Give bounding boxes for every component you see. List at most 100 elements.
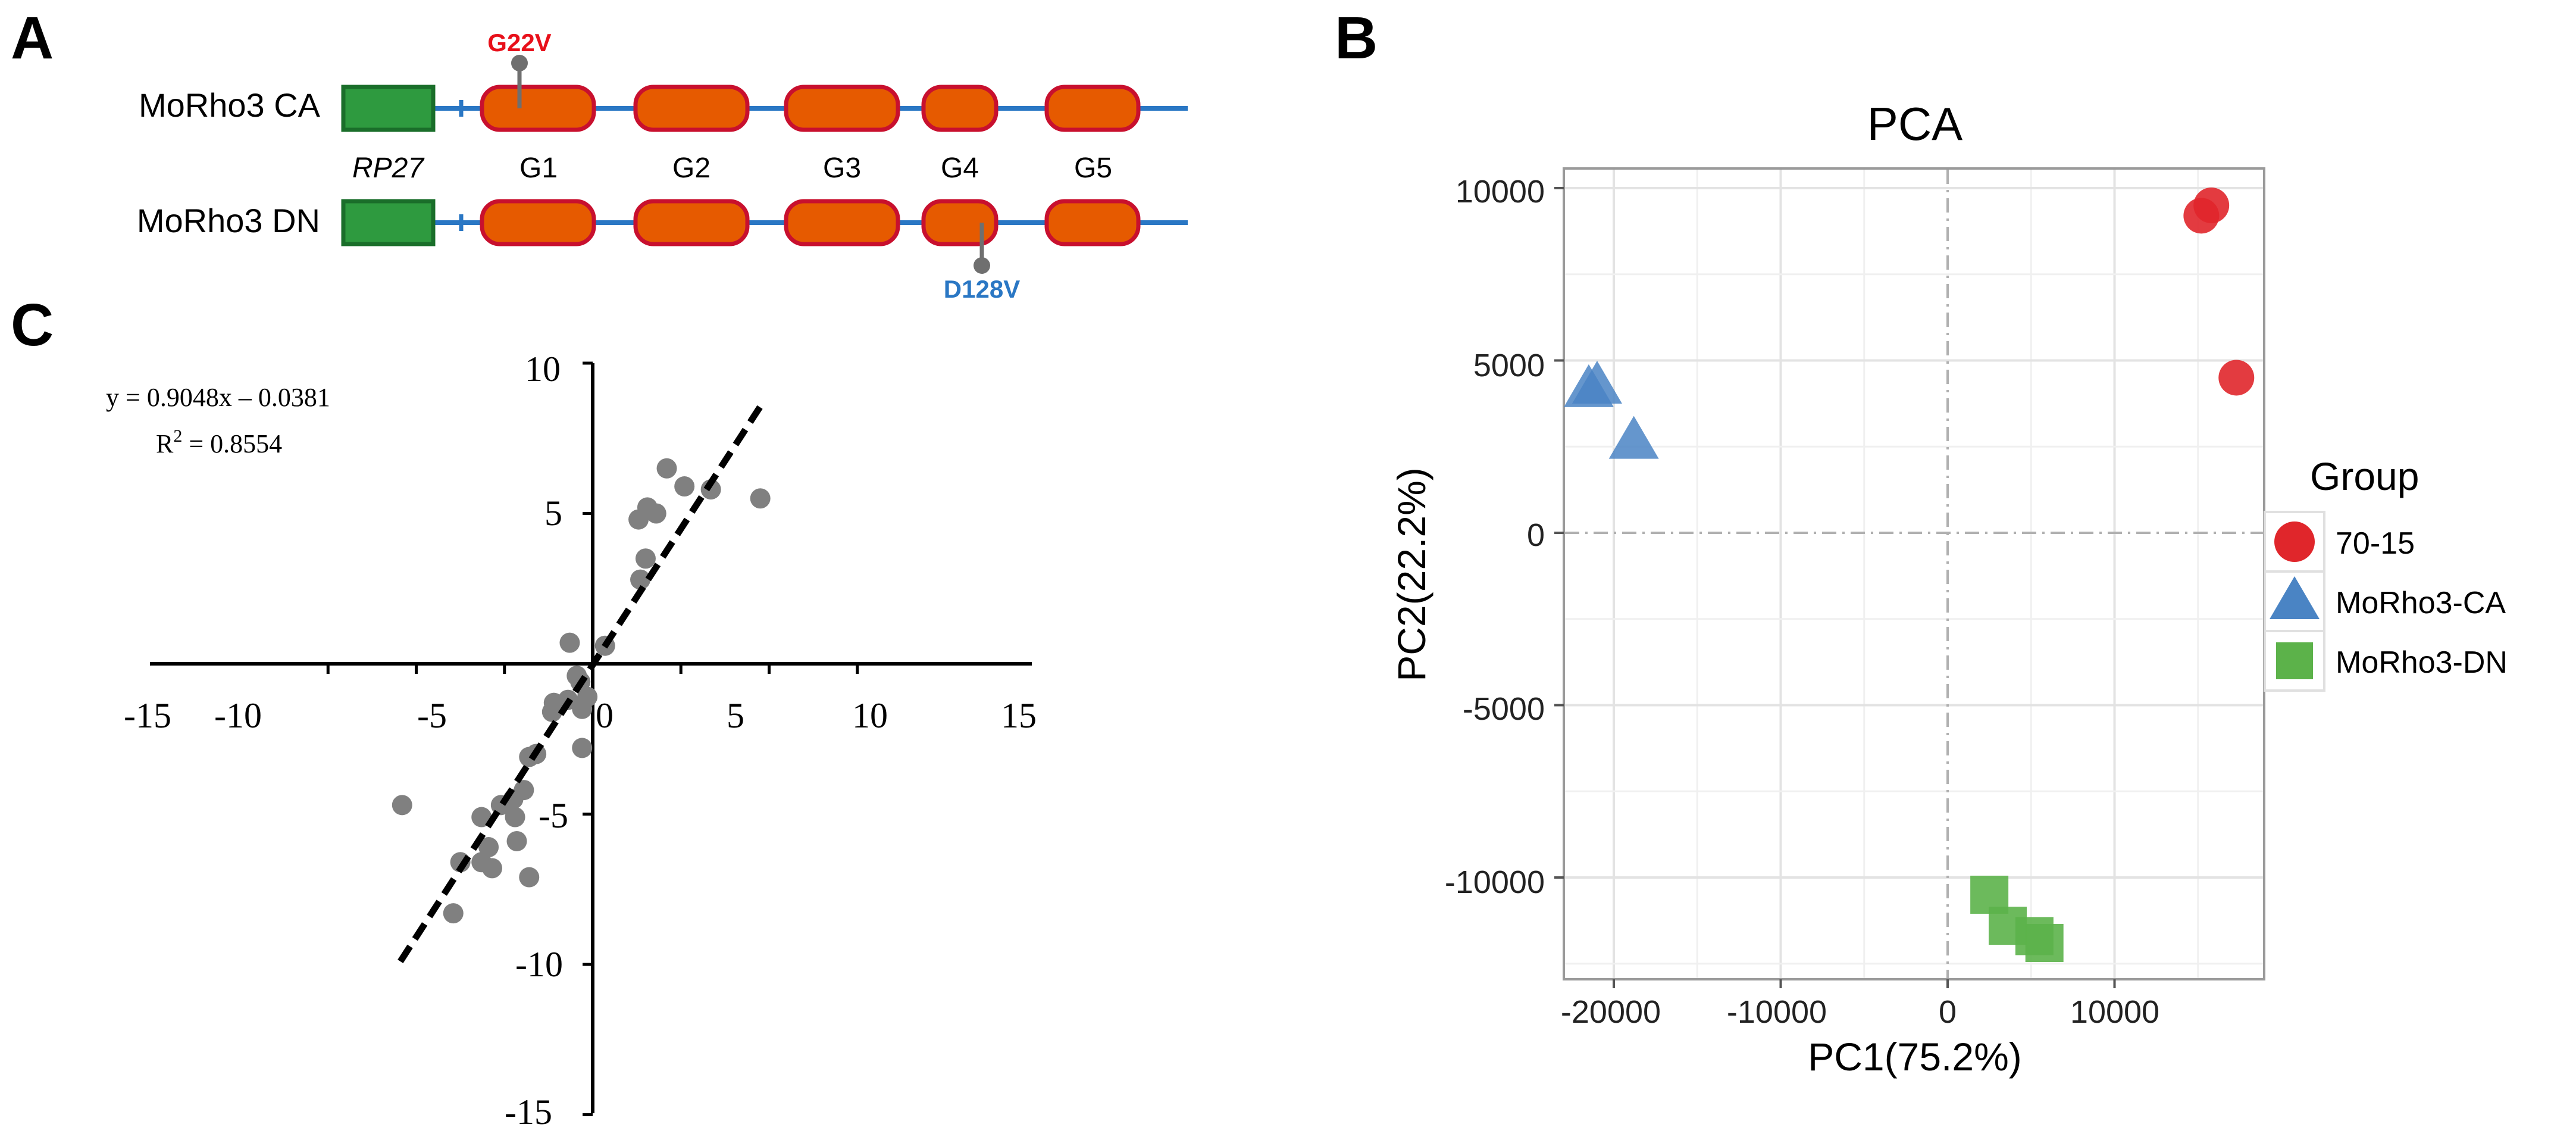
data-point: [646, 503, 666, 524]
point-triangle: [1572, 361, 1622, 404]
y-tick-marks: [583, 361, 593, 1116]
mutation-label-ca: G22V: [487, 29, 551, 57]
legend-title: Group: [2310, 454, 2419, 498]
construct-row-dn: MoRho3 DN D128V: [137, 199, 1188, 303]
y-tick-label: 0: [1527, 517, 1545, 553]
promoter-label: RP27: [352, 152, 425, 184]
legend-item-morho3-dn: MoRho3-DN: [2264, 630, 2508, 692]
regression-line: [397, 404, 763, 963]
data-point: [443, 903, 464, 924]
domain-g1-dn: [480, 199, 596, 246]
construct-row-ca: MoRho3 CA G22V: [139, 29, 1188, 132]
domain-g5-dn: [1044, 199, 1141, 246]
panel-letter-c: C: [11, 292, 54, 358]
chart-title: PCA: [1867, 98, 1962, 150]
x-tick-label: 0: [596, 696, 614, 735]
legend-marker-circle: [2274, 521, 2315, 562]
data-point: [572, 738, 593, 758]
y-tick-labels: 10 5 -5 -10 -15: [505, 349, 568, 1132]
data-point: [506, 830, 527, 851]
data-point: [514, 780, 534, 801]
y-tick-labels: 10000 5000 0 -5000 -10000: [1445, 174, 1545, 900]
panel-letter-a: A: [11, 5, 54, 71]
data-point: [656, 458, 677, 479]
y-tick-label: -5: [539, 796, 568, 835]
y-tick-label: -10000: [1445, 864, 1545, 900]
panel-letter-b: B: [1335, 5, 1378, 71]
domain-g4-dn: [921, 199, 999, 246]
y-tick-label: 10: [525, 349, 561, 389]
construct-label-ca: MoRho3 CA: [139, 86, 321, 124]
domain-label-g4: G4: [941, 152, 979, 184]
y-ticks: [1554, 187, 1564, 879]
domain-row-ca: [480, 85, 1141, 132]
x-ticks: [1613, 979, 2116, 988]
domain-label-g5: G5: [1074, 152, 1112, 184]
data-point: [471, 807, 492, 827]
promoter-box: [341, 85, 436, 132]
x-tick-label: -10000: [1727, 994, 1827, 1030]
grid-lines: [1565, 170, 2263, 978]
x-tick-label: 10000: [2070, 994, 2159, 1030]
plot-area: [1563, 167, 2265, 980]
point-square: [2025, 924, 2064, 963]
point-circle: [2218, 360, 2255, 396]
y-tick-label: -15: [505, 1092, 552, 1132]
data-point: [700, 479, 721, 500]
data-point: [635, 548, 656, 569]
x-tick-label: 5: [727, 696, 744, 735]
construct-diagram: MoRho3 CA G22V RP27 G1 G2 G3 G4 G5 MoRho…: [137, 29, 1188, 303]
pca-chart: PCA -20000 -10000 0 10000 10000 5000 0 -…: [1389, 98, 2508, 1079]
domain-g1-ca: [480, 85, 596, 132]
y-tick-label: 5000: [1473, 348, 1545, 383]
domain-g2-ca: [633, 85, 750, 132]
domain-g4-ca: [921, 85, 999, 132]
y-tick-label: -5000: [1463, 691, 1545, 727]
point-circle: [2193, 187, 2230, 223]
y-axis-label: PC2(22.2%): [1389, 467, 1433, 682]
promoter-box: [341, 199, 436, 246]
y-tick-label: 5: [544, 494, 562, 533]
legend-label: 70-15: [2336, 526, 2415, 561]
legend-item-morho3-ca: MoRho3-CA: [2264, 570, 2506, 632]
x-tick-label: 15: [1001, 696, 1037, 735]
r-squared-superscript: 2: [173, 426, 182, 446]
x-tick-label: -5: [417, 696, 447, 735]
x-tick-label: -10: [214, 696, 262, 735]
data-point: [519, 867, 540, 888]
x-tick-label: 10: [852, 696, 888, 735]
data-point: [478, 837, 499, 858]
data-point: [559, 632, 580, 653]
x-tick-labels: -20000 -10000 0 10000: [1561, 994, 2159, 1030]
legend-marker-square: [2276, 642, 2313, 679]
domain-g5-ca: [1044, 85, 1141, 132]
equation-text: y = 0.9048x – 0.0381: [106, 383, 330, 412]
mutation-label-dn: D128V: [944, 275, 1020, 303]
pca-points: [1563, 187, 2255, 963]
y-tick-label: -10: [515, 945, 563, 984]
y-tick-label: 10000: [1456, 174, 1545, 210]
legend-item-70-15: 70-15: [2264, 511, 2415, 573]
legend-label: MoRho3-CA: [2336, 586, 2506, 620]
r-squared-r: R: [156, 429, 174, 458]
x-tick-label: -15: [124, 696, 171, 735]
domain-label-g1: G1: [519, 152, 558, 184]
data-point: [750, 488, 771, 509]
x-tick-labels: -15 -10 -5 0 5 10 15: [124, 696, 1037, 735]
domain-row-dn: [480, 199, 1141, 246]
r-squared-text: R2 = 0.8554: [156, 426, 282, 458]
x-axis-label: PC1(75.2%): [1808, 1035, 2022, 1079]
regression-equation: y = 0.9048x – 0.0381 R2 = 0.8554: [106, 383, 330, 458]
data-point: [392, 795, 412, 816]
scatter-chart: -15 -10 -5 0 5 10 15 10 5 -5 -10 -15 y =…: [106, 349, 1037, 1132]
data-point: [481, 858, 502, 879]
domain-g2-dn: [633, 199, 750, 246]
legend-label: MoRho3-DN: [2336, 645, 2508, 680]
data-point: [674, 476, 695, 497]
point-triangle: [1608, 416, 1659, 459]
zero-lines: [1565, 170, 2263, 978]
data-point: [577, 686, 598, 707]
mutation-pin-head-ca: [511, 55, 528, 71]
legend: Group 70-15 MoRho3-CA MoRho3-DN: [2264, 454, 2508, 692]
